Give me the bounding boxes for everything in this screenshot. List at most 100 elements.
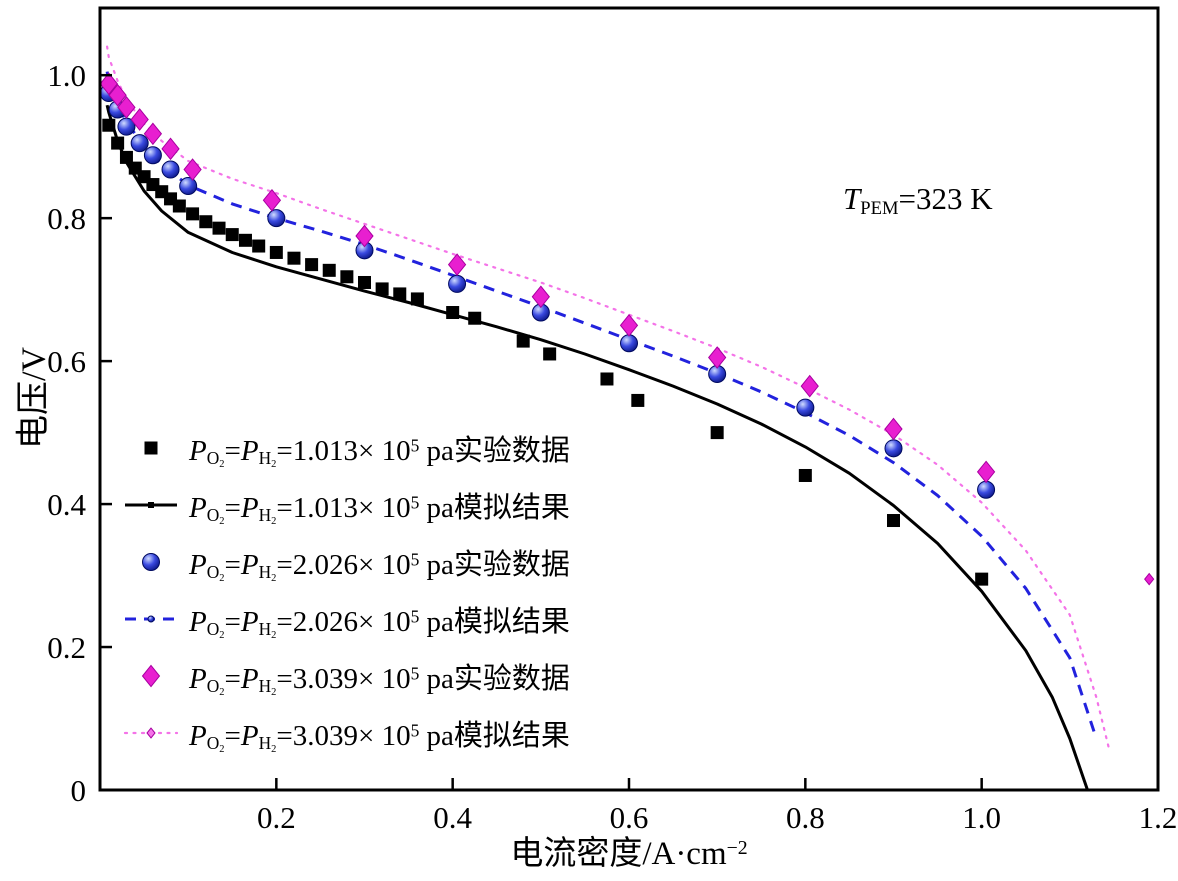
legend-label: PO2=PH2=3.039× 105 pa模拟结果 <box>189 719 570 756</box>
data-point-square <box>975 572 989 586</box>
data-point-square <box>631 393 645 407</box>
legend-label: PO2=PH2=3.039× 105 pa实验数据 <box>189 662 570 699</box>
data-point-square <box>199 215 213 229</box>
legend-marker-diamond <box>141 664 161 687</box>
data-point-square <box>111 136 125 150</box>
data-point-square <box>358 275 371 289</box>
data-point-square <box>322 263 336 277</box>
legend-marker-line-solid <box>125 501 177 508</box>
data-point-circle <box>267 209 286 228</box>
legend-marker-square <box>144 441 158 454</box>
data-point-circle <box>179 176 198 195</box>
legend-item: PO2=PH2=1.013× 105 pa模拟结果 <box>122 476 570 533</box>
x-tick-label: 1.0 <box>962 800 1001 835</box>
data-point-square <box>238 233 252 247</box>
temperature-annotation: TPEM=323 K <box>843 181 993 220</box>
data-point-circle <box>130 134 149 153</box>
data-point-square <box>516 334 530 348</box>
data-point-diamond <box>708 346 727 369</box>
legend-mini-square <box>148 501 154 508</box>
y-axis-title: 电压/V <box>15 347 53 449</box>
legend-item: PO2=PH2=2.026× 105 pa实验数据 <box>122 533 570 590</box>
stray-diamond-marker <box>1144 572 1155 586</box>
data-point-circle <box>977 480 996 499</box>
data-point-square <box>225 228 239 242</box>
data-point-square <box>305 258 319 272</box>
x-tick-label: 0.8 <box>786 800 825 835</box>
legend: PO2=PH2=1.013× 105 pa实验数据 PO2=PH2=1.013× … <box>122 419 570 761</box>
data-point-square <box>340 270 354 284</box>
legend-symbol-circle <box>142 552 160 571</box>
data-point-square <box>212 221 226 235</box>
data-point-circle <box>884 439 903 458</box>
data-point-diamond <box>447 253 467 276</box>
data-point-square <box>287 251 301 265</box>
data-point-diamond <box>117 96 136 119</box>
data-point-diamond <box>183 158 202 181</box>
x-tick-label: 0.2 <box>257 800 296 835</box>
data-point-square <box>102 118 116 132</box>
data-point-square <box>393 287 407 301</box>
data-point-square <box>410 292 424 306</box>
legend-mini-diamond <box>146 726 156 739</box>
data-point-circle <box>796 398 815 417</box>
legend-item: PO2=PH2=1.013× 105 pa实验数据 <box>122 419 570 476</box>
legend-item: PO2=PH2=3.039× 105 pa模拟结果 <box>122 704 570 761</box>
data-point-diamond <box>108 83 127 107</box>
data-point-square <box>543 347 557 361</box>
x-tick-label: 1.2 <box>1139 800 1178 835</box>
data-point-diamond <box>976 460 996 484</box>
data-point-square <box>798 468 812 482</box>
y-tick-label: 0.6 <box>47 344 86 379</box>
legend-label: PO2=PH2=2.026× 105 pa实验数据 <box>189 548 570 585</box>
legend-label: PO2=PH2=1.013× 105 pa模拟结果 <box>189 491 570 528</box>
data-point-diamond <box>262 188 282 212</box>
data-point-circle <box>448 274 467 293</box>
data-point-diamond <box>99 72 118 96</box>
legend-item: PO2=PH2=3.039× 105 pa实验数据 <box>122 647 570 704</box>
data-point-diamond <box>619 314 639 337</box>
y-tick-label: 0 <box>71 773 87 808</box>
scatter-series-diamond <box>99 72 996 484</box>
legend-symbol-square <box>144 441 158 454</box>
legend-label: PO2=PH2=2.026× 105 pa模拟结果 <box>189 605 570 642</box>
y-tick-label: 0.8 <box>47 201 86 236</box>
x-tick-label: 0.6 <box>610 800 649 835</box>
legend-item: PO2=PH2=2.026× 105 pa模拟结果 <box>122 590 570 647</box>
data-point-diamond <box>884 417 903 441</box>
data-point-square <box>887 514 900 528</box>
y-tick-label: 1.0 <box>47 58 86 93</box>
data-point-square <box>172 199 186 213</box>
data-point-circle <box>620 334 638 353</box>
data-point-diamond <box>130 108 149 131</box>
data-point-circle <box>143 146 162 165</box>
legend-marker-line-dotted <box>123 726 179 739</box>
data-point-diamond <box>800 374 819 398</box>
data-point-square <box>710 426 724 440</box>
data-point-square <box>375 282 389 296</box>
scatter-series-square <box>102 118 989 586</box>
data-point-square <box>252 239 266 253</box>
data-point-diamond <box>531 285 550 309</box>
data-point-diamond <box>143 122 163 146</box>
data-point-square <box>600 372 614 386</box>
x-tick-label: 0.4 <box>433 800 472 835</box>
data-point-circle <box>161 160 180 179</box>
y-tick-label: 0.2 <box>47 630 86 665</box>
data-point-square <box>446 306 460 320</box>
legend-marker-circle <box>142 552 160 571</box>
data-point-diamond <box>355 224 374 248</box>
legend-mini-circle <box>147 615 155 622</box>
legend-symbol-diamond <box>141 664 161 687</box>
data-point-square <box>119 150 133 164</box>
legend-label: PO2=PH2=1.013× 105 pa实验数据 <box>189 434 570 471</box>
data-point-diamond <box>161 137 180 161</box>
data-point-square <box>186 207 200 221</box>
sim-curve-solid <box>105 104 1089 791</box>
data-point-square <box>269 245 283 259</box>
data-point-square <box>468 311 482 325</box>
x-axis-title: 电流密度/A·cm−2 <box>510 836 748 872</box>
y-tick-label: 0.4 <box>47 487 86 522</box>
